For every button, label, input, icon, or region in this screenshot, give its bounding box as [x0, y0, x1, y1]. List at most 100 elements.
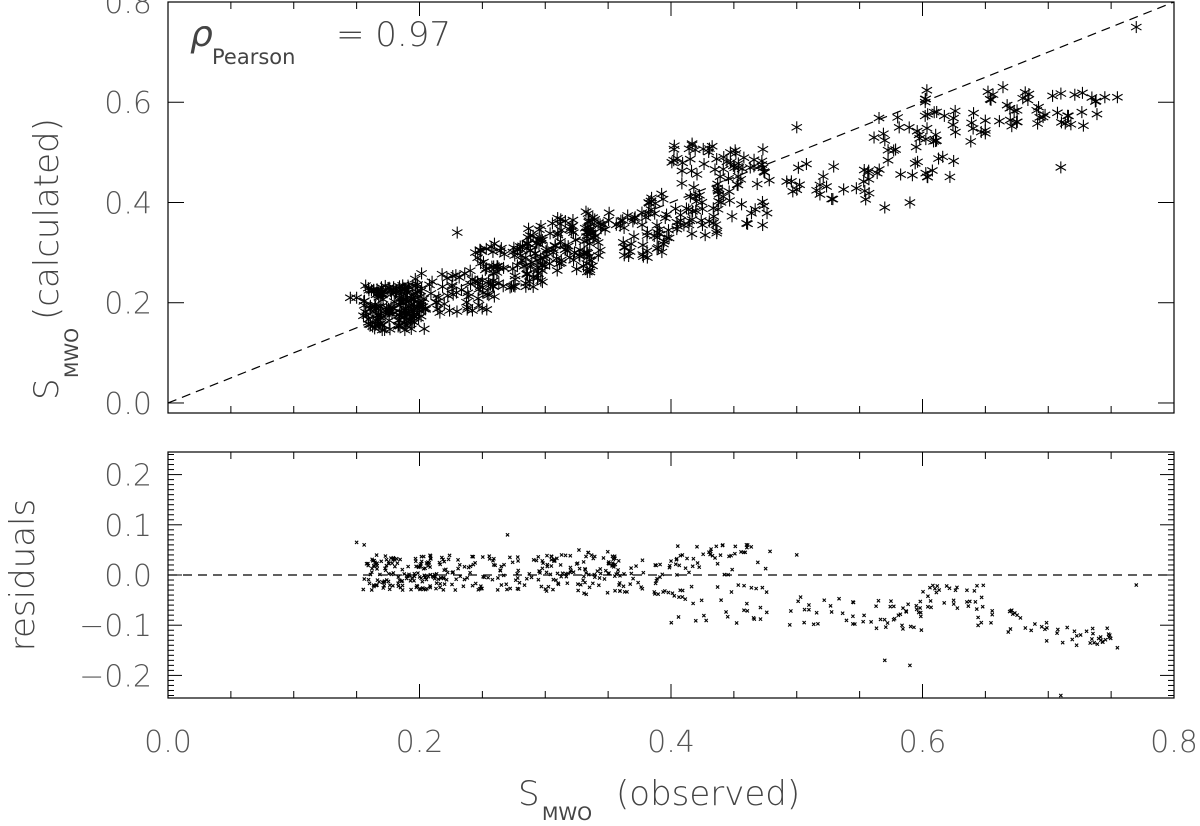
asterisk-point	[425, 287, 437, 300]
x-point	[596, 583, 601, 588]
x-point	[581, 574, 586, 579]
asterisk-point	[656, 187, 668, 200]
asterisk-point	[531, 265, 543, 278]
asterisk-point	[879, 134, 891, 147]
asterisk-point	[826, 192, 838, 205]
asterisk-point	[430, 296, 442, 309]
x-point	[1029, 628, 1034, 633]
asterisk-point	[393, 319, 405, 332]
asterisk-point	[792, 161, 804, 174]
x-point	[400, 583, 405, 588]
asterisk-point	[684, 153, 696, 166]
asterisk-point	[944, 170, 956, 183]
asterisk-point	[661, 231, 673, 244]
asterisk-point	[610, 218, 622, 231]
asterisk-point	[979, 124, 991, 137]
x-point	[597, 576, 602, 580]
asterisk-point	[637, 239, 649, 252]
x-point	[524, 576, 529, 581]
x-point	[418, 563, 423, 568]
asterisk-point	[359, 294, 370, 307]
x-point	[510, 560, 515, 565]
x-point	[552, 557, 557, 562]
x-point	[584, 571, 589, 576]
asterisk-point	[781, 175, 793, 188]
asterisk-point	[494, 244, 506, 257]
x-point	[652, 590, 657, 594]
rho-value: = 0.97	[336, 15, 451, 55]
x-point	[595, 569, 600, 574]
asterisk-point	[472, 292, 484, 305]
asterisk-point	[1059, 117, 1071, 130]
asterisk-point	[407, 288, 419, 301]
asterisk-point	[1011, 115, 1023, 128]
x-point	[1078, 632, 1083, 637]
x-point	[850, 621, 855, 626]
asterisk-point	[871, 167, 883, 180]
asterisk-point	[535, 274, 547, 287]
x-point	[545, 562, 550, 567]
x-point	[375, 563, 380, 568]
x-point	[888, 604, 893, 609]
x-point	[653, 581, 658, 586]
x-point	[918, 610, 923, 615]
x-point	[729, 589, 734, 594]
x-point	[1088, 641, 1093, 645]
asterisk-point	[757, 161, 769, 174]
asterisk-point	[703, 215, 715, 228]
x-point	[932, 586, 937, 591]
x-point	[1074, 643, 1079, 648]
asterisk-point	[569, 246, 580, 259]
asterisk-point	[938, 109, 950, 122]
x-point	[434, 586, 438, 591]
asterisk-point	[618, 249, 630, 262]
x-point	[402, 571, 407, 576]
asterisk-point	[485, 240, 497, 253]
x-point	[373, 560, 378, 565]
x-point	[419, 559, 424, 564]
x-point	[410, 575, 415, 580]
asterisk-point	[873, 163, 885, 176]
x-point	[382, 583, 387, 588]
x-point	[386, 561, 391, 566]
asterisk-point	[617, 214, 629, 227]
x-point	[862, 613, 867, 618]
top-ytick-labels: 0.0 0.2 0.4 0.6 0.8	[104, 0, 152, 422]
asterisk-point	[552, 229, 564, 242]
x-point	[384, 578, 389, 582]
asterisk-point	[1077, 119, 1089, 132]
top-ytick-label: 0.0	[104, 387, 152, 422]
x-point	[581, 578, 586, 583]
x-point	[516, 558, 521, 563]
x-point	[582, 591, 587, 596]
x-point	[568, 568, 573, 573]
asterisk-point	[695, 214, 707, 227]
x-point	[883, 625, 888, 630]
x-point	[586, 550, 591, 555]
x-point	[672, 593, 677, 598]
bottom-ytick-label: 0.0	[104, 559, 152, 594]
x-point	[788, 608, 793, 613]
x-point	[549, 557, 554, 562]
x-point	[392, 564, 397, 569]
x-point	[379, 559, 384, 564]
asterisk-point	[583, 250, 595, 263]
x-point	[690, 564, 695, 569]
asterisk-point	[584, 222, 596, 235]
x-point	[972, 588, 977, 593]
x-point	[434, 581, 439, 586]
x-point	[967, 599, 972, 604]
asterisk-point	[592, 236, 604, 249]
x-point	[478, 584, 483, 589]
x-point	[611, 563, 616, 568]
x-point	[549, 563, 554, 568]
asterisk-point	[627, 215, 639, 228]
asterisk-point	[624, 245, 636, 258]
x-point	[370, 557, 375, 562]
x-point	[1105, 626, 1110, 631]
x-point	[925, 594, 930, 599]
asterisk-point	[731, 178, 743, 191]
x-point	[428, 584, 433, 589]
asterisk-point	[791, 183, 803, 196]
asterisk-point	[1062, 109, 1074, 122]
